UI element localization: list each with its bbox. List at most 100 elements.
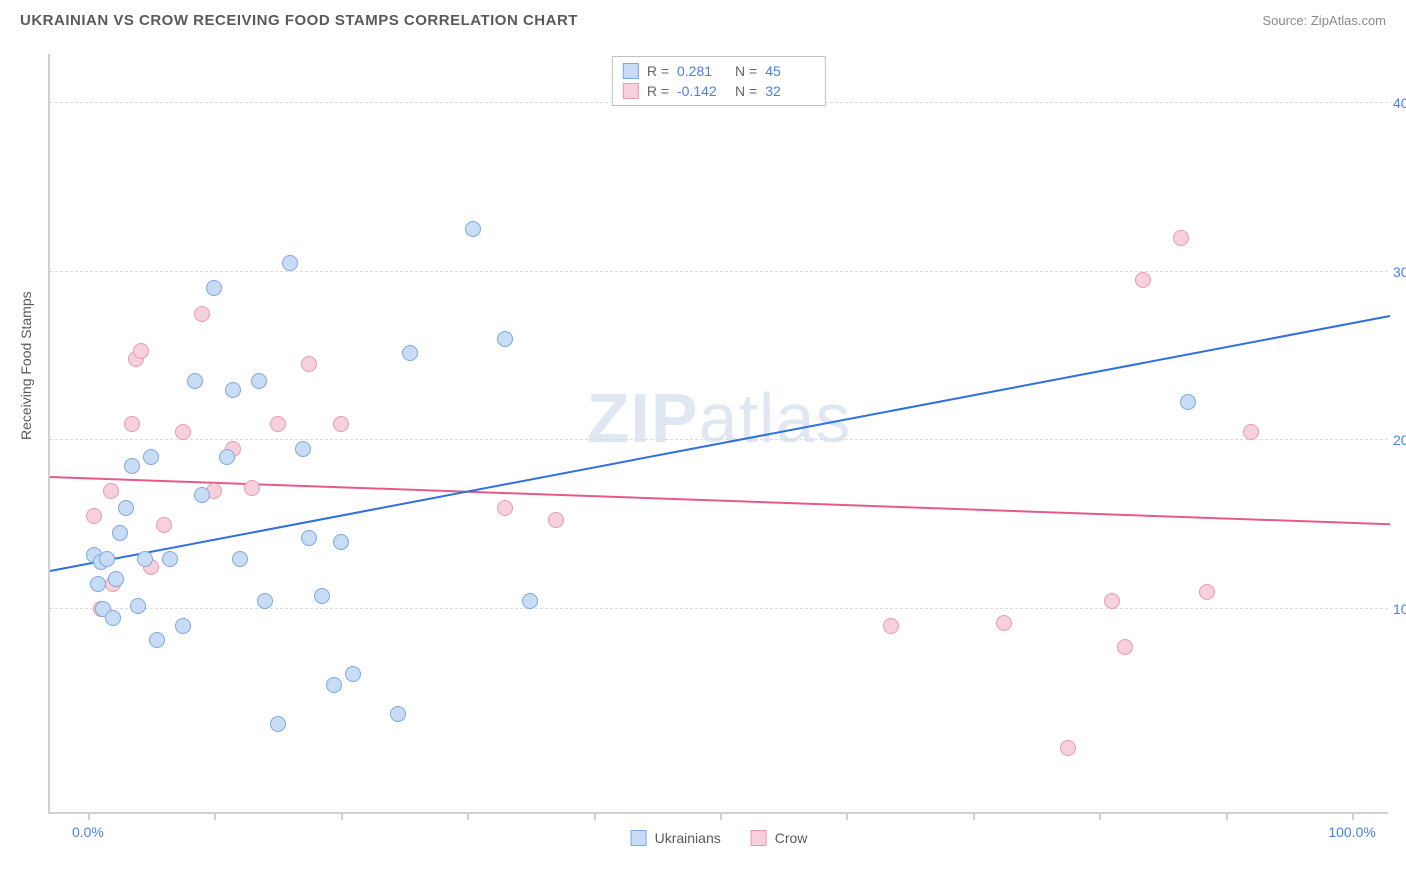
ukrainians-point <box>206 280 222 296</box>
crow-point <box>548 512 564 528</box>
ukrainians-point <box>162 551 178 567</box>
chart-title: UKRAINIAN VS CROW RECEIVING FOOD STAMPS … <box>20 12 578 29</box>
scatter-chart: ZIPatlas 10.0%20.0%30.0%40.0%0.0%100.0%R… <box>48 54 1388 814</box>
crow-point <box>883 618 899 634</box>
ukrainians-legend-label: Ukrainians <box>655 830 721 846</box>
ukrainians-point <box>314 588 330 604</box>
crow-point <box>194 306 210 322</box>
crow-point <box>133 343 149 359</box>
crow-point <box>1199 584 1215 600</box>
x-tick <box>1226 812 1228 820</box>
crow-point <box>270 416 286 432</box>
chart-source: Source: ZipAtlas.com <box>1262 13 1386 28</box>
ukrainians-legend-swatch-icon <box>631 830 647 846</box>
ukrainians-trend-line <box>50 315 1390 572</box>
ukrainians-point <box>90 576 106 592</box>
crow-point <box>996 615 1012 631</box>
x-tick <box>1099 812 1101 820</box>
gridline <box>50 608 1388 609</box>
crow-point <box>1060 740 1076 756</box>
ukrainians-point <box>225 382 241 398</box>
ukrainians-point <box>137 551 153 567</box>
ukrainians-point <box>390 706 406 722</box>
ukrainians-point <box>251 373 267 389</box>
ukrainians-point <box>130 598 146 614</box>
y-axis-label: Receiving Food Stamps <box>18 291 34 440</box>
correlation-stats-box: R = 0.281 N = 45 R = -0.142 N = 32 <box>612 56 826 106</box>
chart-header: UKRAINIAN VS CROW RECEIVING FOOD STAMPS … <box>0 0 1406 37</box>
stats-row-ukrainians: R = 0.281 N = 45 <box>623 61 815 81</box>
ukrainians-point <box>270 716 286 732</box>
crow-point <box>1135 272 1151 288</box>
ukrainians-point <box>112 525 128 541</box>
stats-row-crow: R = -0.142 N = 32 <box>623 81 815 101</box>
crow-point <box>497 500 513 516</box>
ukrainians-swatch-icon <box>623 63 639 79</box>
crow-swatch-icon <box>623 83 639 99</box>
ukrainians-point <box>99 551 115 567</box>
ukrainians-point <box>118 500 134 516</box>
n-label: N = <box>735 83 757 99</box>
legend-item-crow: Crow <box>751 830 808 846</box>
x-tick <box>88 812 90 820</box>
crow-point <box>244 480 260 496</box>
x-tick-label-min: 0.0% <box>72 824 104 840</box>
watermark: ZIPatlas <box>587 378 852 458</box>
series-legend: Ukrainians Crow <box>631 830 808 846</box>
ukrainians-point <box>522 593 538 609</box>
ukrainians-point <box>465 221 481 237</box>
crow-point <box>156 517 172 533</box>
gridline <box>50 439 1388 440</box>
ukrainians-point <box>497 331 513 347</box>
x-tick <box>594 812 596 820</box>
ukrainians-point <box>175 618 191 634</box>
crow-point <box>1243 424 1259 440</box>
crow-point <box>1117 639 1133 655</box>
ukrainians-point <box>187 373 203 389</box>
crow-point <box>1173 230 1189 246</box>
ukrainians-point <box>257 593 273 609</box>
crow-point <box>301 356 317 372</box>
x-tick <box>1352 812 1354 820</box>
ukrainians-point <box>219 449 235 465</box>
ukrainians-point <box>326 677 342 693</box>
ukrainians-point <box>108 571 124 587</box>
n-label: N = <box>735 63 757 79</box>
ukrainians-point <box>149 632 165 648</box>
crow-legend-label: Crow <box>775 830 808 846</box>
ukrainians-point <box>105 610 121 626</box>
legend-item-ukrainians: Ukrainians <box>631 830 721 846</box>
ukrainians-point <box>124 458 140 474</box>
ukrainians-point <box>295 441 311 457</box>
y-tick-label: 40.0% <box>1393 95 1406 111</box>
ukrainians-r-value: 0.281 <box>677 63 727 79</box>
crow-point <box>175 424 191 440</box>
crow-point <box>124 416 140 432</box>
x-tick-label-max: 100.0% <box>1328 824 1375 840</box>
crow-legend-swatch-icon <box>751 830 767 846</box>
crow-r-value: -0.142 <box>677 83 727 99</box>
ukrainians-point <box>301 530 317 546</box>
ukrainians-point <box>402 345 418 361</box>
y-tick-label: 10.0% <box>1393 601 1406 617</box>
x-tick <box>341 812 343 820</box>
r-label: R = <box>647 83 669 99</box>
r-label: R = <box>647 63 669 79</box>
y-tick-label: 30.0% <box>1393 264 1406 280</box>
x-tick <box>973 812 975 820</box>
crow-point <box>103 483 119 499</box>
ukrainians-point <box>232 551 248 567</box>
x-tick <box>846 812 848 820</box>
ukrainians-point <box>333 534 349 550</box>
crow-point <box>1104 593 1120 609</box>
gridline <box>50 271 1388 272</box>
ukrainians-n-value: 45 <box>765 63 815 79</box>
crow-point <box>86 508 102 524</box>
crow-point <box>333 416 349 432</box>
x-tick <box>720 812 722 820</box>
ukrainians-point <box>143 449 159 465</box>
ukrainians-point <box>1180 394 1196 410</box>
ukrainians-point <box>282 255 298 271</box>
x-tick <box>214 812 216 820</box>
crow-n-value: 32 <box>765 83 815 99</box>
